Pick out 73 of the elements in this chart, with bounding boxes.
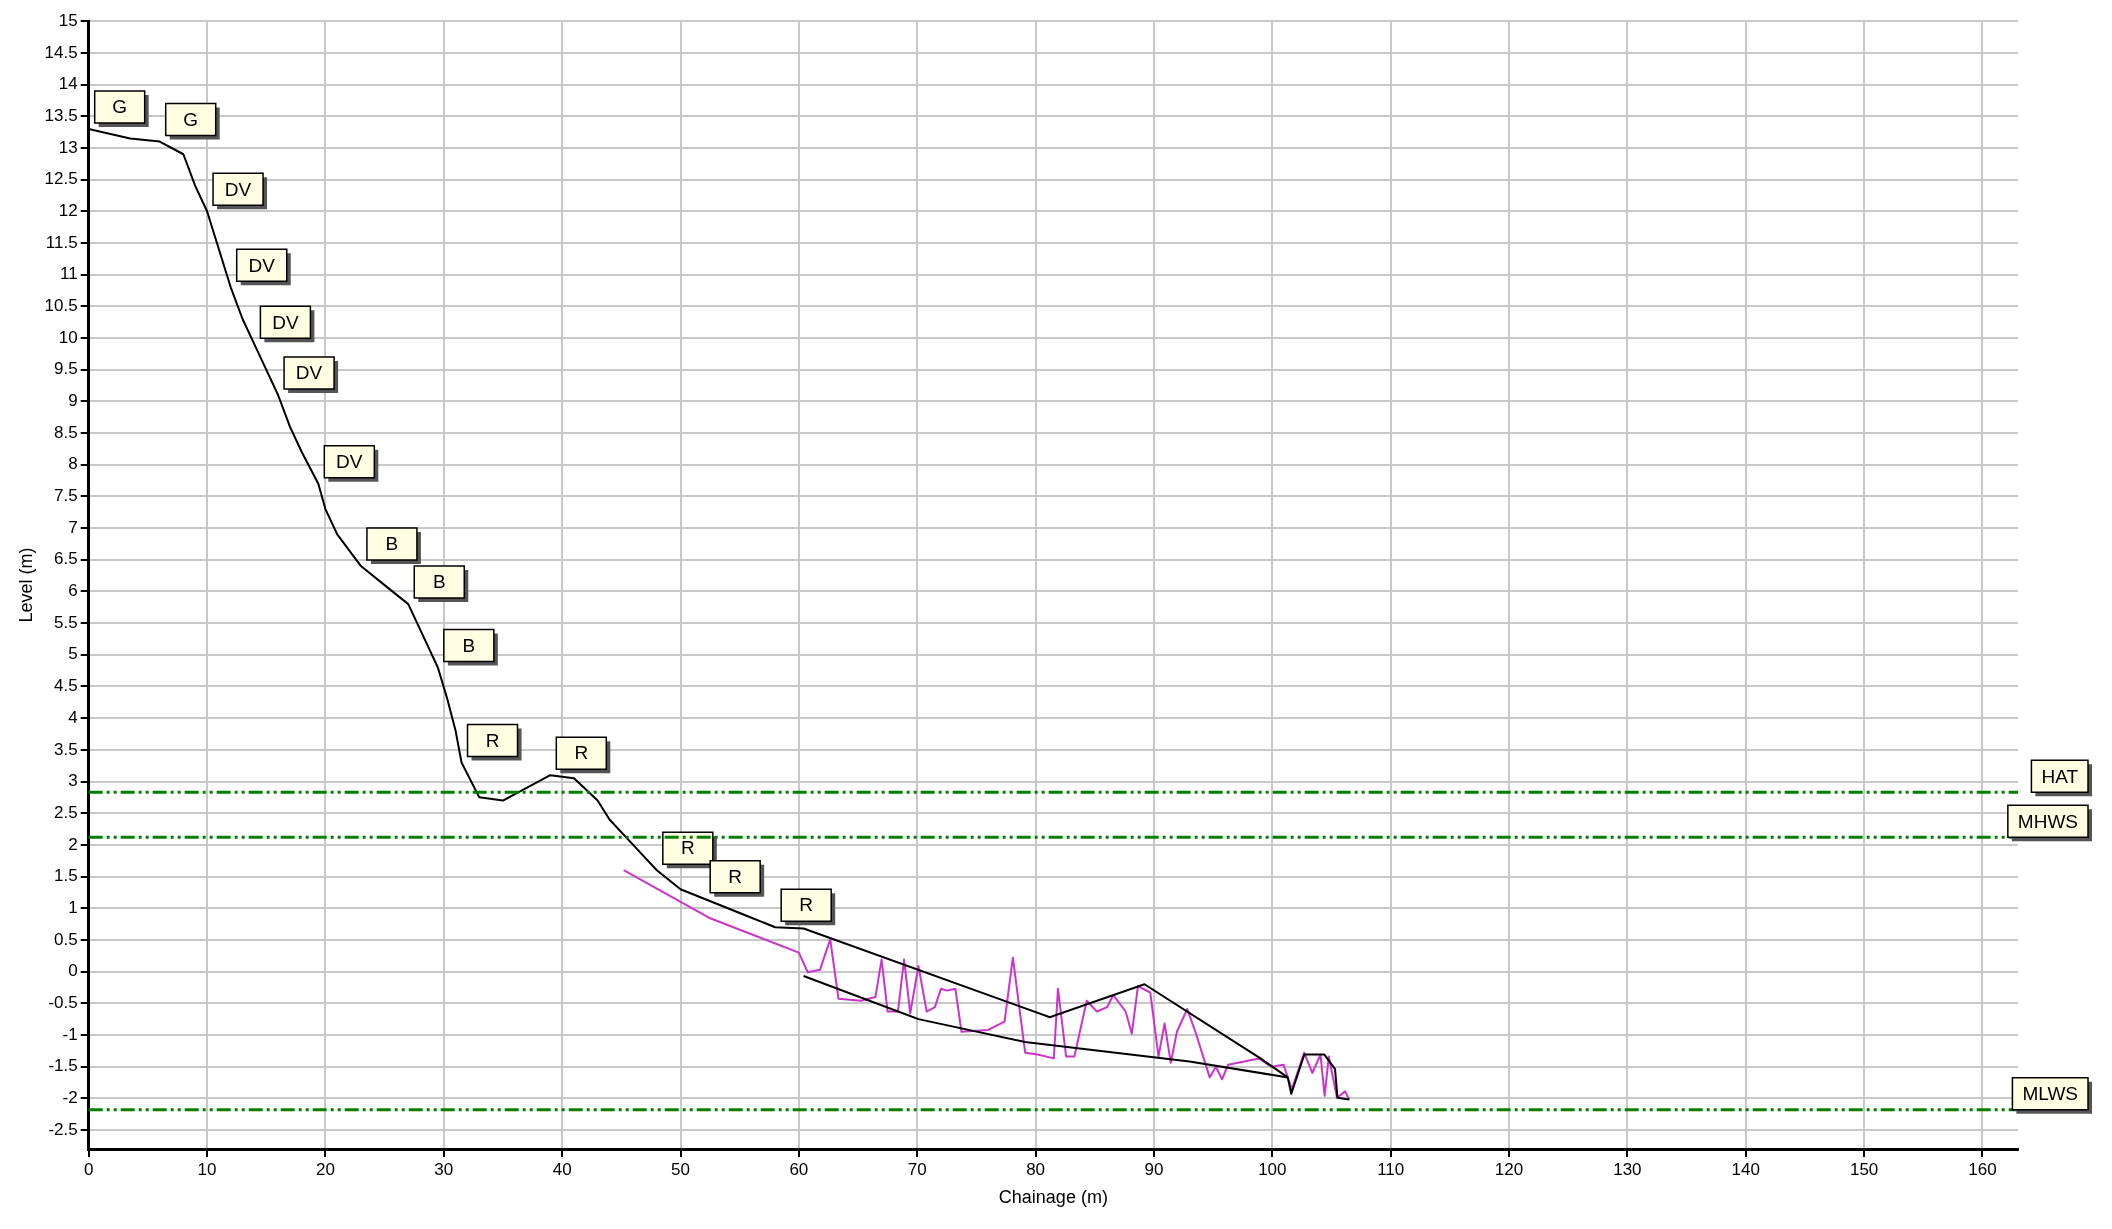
- annotation: B: [432, 571, 446, 593]
- x-tick-label: 140: [1731, 1159, 1760, 1179]
- y-tick-label: 9: [68, 391, 78, 411]
- x-tick-label: 40: [552, 1159, 572, 1179]
- x-tick-label: 150: [1849, 1159, 1879, 1179]
- y-tick-label: 9.5: [54, 359, 78, 379]
- y-tick-label: 8.5: [54, 422, 78, 442]
- y-tick-label: 11: [60, 264, 78, 284]
- x-tick-label: 130: [1613, 1159, 1642, 1179]
- y-tick-label: -1.5: [48, 1056, 78, 1076]
- y-tick-label: 12.5: [44, 169, 78, 189]
- y-tick-label: 8: [68, 454, 78, 474]
- annotation: R: [680, 837, 695, 859]
- ref-line-label: MLWS: [2022, 1082, 2078, 1104]
- x-tick-label: 20: [315, 1159, 335, 1179]
- y-tick-label: -0.5: [48, 992, 78, 1012]
- y-tick-label: 13: [58, 137, 78, 157]
- ref-line-label: MHWS: [2017, 810, 2078, 832]
- y-tick-label: 6: [68, 581, 78, 601]
- y-tick-label: 4.5: [54, 676, 78, 696]
- y-axis-title: Level (m): [15, 547, 36, 623]
- annotation: R: [799, 894, 814, 916]
- annotation: B: [385, 533, 399, 555]
- y-tick-label: 7.5: [54, 486, 78, 506]
- y-tick-label: 6.5: [54, 549, 78, 569]
- y-tick-label: 3: [68, 771, 78, 791]
- annotation: DV: [336, 450, 363, 472]
- annotation: G: [183, 108, 199, 130]
- y-tick-label: 1: [68, 897, 78, 917]
- y-tick-label: 1.5: [54, 866, 78, 886]
- y-tick-label: 10.5: [44, 296, 78, 316]
- x-tick-label: 160: [1968, 1159, 1997, 1179]
- y-tick-label: 5.5: [54, 612, 78, 632]
- x-tick-label: 70: [907, 1159, 927, 1179]
- y-tick-label: 4: [68, 707, 78, 727]
- y-tick-label: 15: [58, 10, 78, 30]
- y-tick-label: -1: [62, 1024, 78, 1044]
- x-tick-label: 80: [1026, 1159, 1046, 1179]
- annotation: DV: [224, 178, 252, 200]
- annotation: R: [574, 742, 589, 764]
- ref-line-label: HAT: [2041, 765, 2079, 787]
- x-tick-label: 60: [789, 1159, 809, 1179]
- y-tick-label: 12: [58, 200, 78, 220]
- y-tick-label: 3.5: [54, 739, 78, 759]
- annotation: G: [112, 96, 128, 118]
- x-tick-label: 120: [1494, 1159, 1524, 1179]
- y-tick-label: 10: [58, 327, 78, 347]
- y-tick-label: -2: [62, 1088, 78, 1107]
- annotation: R: [728, 865, 743, 887]
- y-tick-label: 14.5: [44, 42, 78, 62]
- annotation: DV: [272, 311, 299, 333]
- x-tick-label: 0: [83, 1159, 94, 1179]
- x-tick-label: 110: [1377, 1159, 1405, 1179]
- annotation: DV: [295, 362, 323, 384]
- y-tick-label: 0.5: [54, 929, 78, 949]
- y-tick-label: 5: [68, 644, 78, 664]
- y-tick-label: -2.5: [48, 1119, 78, 1139]
- x-axis-title: Chainage (m): [998, 1187, 1108, 1208]
- x-tick-label: 100: [1258, 1159, 1287, 1179]
- annotation: B: [462, 634, 476, 656]
- y-tick-label: 11.5: [45, 232, 78, 252]
- y-tick-label: 7: [68, 517, 78, 537]
- y-tick-label: 14: [58, 74, 78, 94]
- annotation: R: [485, 729, 500, 751]
- y-tick-label: 0: [68, 961, 78, 981]
- x-tick-label: 90: [1144, 1159, 1164, 1179]
- annotation: DV: [248, 254, 276, 276]
- x-tick-label: 50: [671, 1159, 690, 1179]
- y-tick-label: 2: [68, 834, 78, 854]
- x-tick-label: 10: [197, 1159, 217, 1179]
- y-tick-label: 13.5: [44, 105, 78, 125]
- y-tick-label: 2.5: [54, 802, 78, 822]
- x-tick-label: 30: [434, 1159, 454, 1179]
